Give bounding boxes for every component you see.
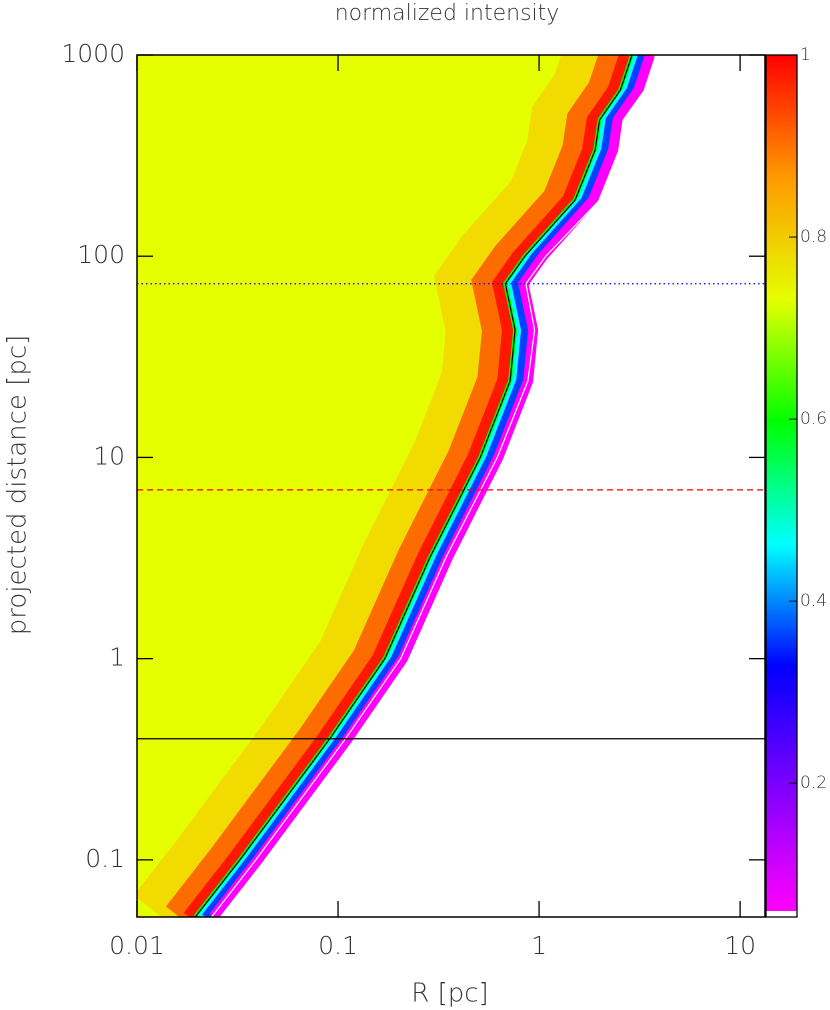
y-axis-label: projected distance [pc] bbox=[3, 335, 33, 636]
x-axis-label: R [pc] bbox=[411, 979, 488, 1009]
colorbar-tick-label: 0.8 bbox=[800, 227, 827, 247]
chart-title: normalized intensity bbox=[335, 1, 560, 26]
colorbar-frame bbox=[765, 54, 798, 918]
colorbar-tick-label: 0.2 bbox=[800, 773, 827, 793]
heatmap-band bbox=[209, 55, 655, 917]
axes: 0.01 0.1 1 10 0.1 1 10 100 1000 0.2 0.4 0.6 0.8 1 bbox=[61, 39, 827, 960]
y-tick-label: 1 bbox=[109, 643, 125, 672]
colorbar-tick-label: 1 bbox=[800, 45, 811, 65]
colorbar bbox=[766, 55, 797, 911]
y-tick-label: 1000 bbox=[61, 39, 125, 68]
heatmap-band bbox=[165, 55, 633, 917]
y-tick-label: 0.1 bbox=[85, 844, 125, 873]
plot-area bbox=[137, 55, 765, 917]
colorbar-tick-label: 0.6 bbox=[800, 409, 827, 429]
heatmap-band bbox=[193, 55, 636, 917]
heatmap-band bbox=[183, 55, 633, 917]
y-tick-label: 10 bbox=[93, 441, 125, 470]
x-tick-label: 0.01 bbox=[109, 931, 165, 960]
heatmap-band bbox=[202, 55, 646, 917]
colorbar-tick-label: 0.4 bbox=[800, 591, 827, 611]
y-tick-label: 100 bbox=[77, 240, 125, 269]
x-tick-label: 0.1 bbox=[318, 931, 358, 960]
profile-line bbox=[211, 55, 658, 917]
x-tick-label: 1 bbox=[531, 931, 547, 960]
empty-region bbox=[218, 55, 765, 917]
x-tick-label: 10 bbox=[724, 931, 756, 960]
heatmap-band bbox=[197, 55, 640, 917]
plot-frame bbox=[136, 54, 766, 918]
profile-line bbox=[194, 55, 633, 917]
